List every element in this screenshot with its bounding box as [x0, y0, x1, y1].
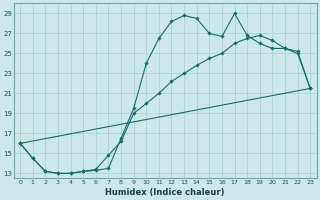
X-axis label: Humidex (Indice chaleur): Humidex (Indice chaleur)	[106, 188, 225, 197]
